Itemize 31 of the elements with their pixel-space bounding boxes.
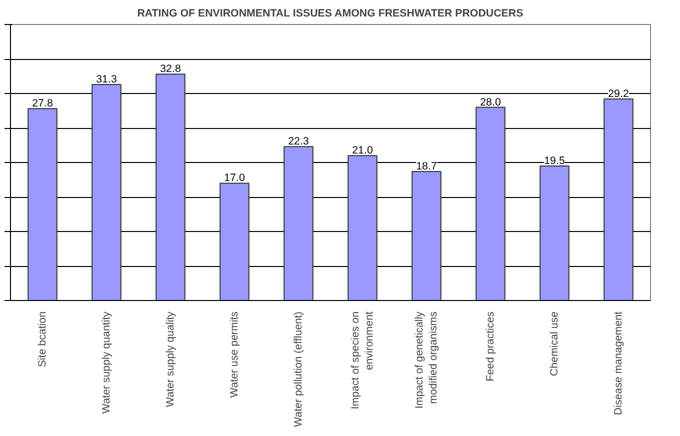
data-label: 17.0	[224, 172, 245, 184]
x-tick-label: Water supply quality	[164, 310, 176, 408]
bar	[348, 155, 378, 300]
chart-title: RATING OF ENVIRONMENTAL ISSUES AMONG FRESHWATER PRODUCERS	[137, 8, 524, 20]
bar	[476, 106, 506, 300]
data-label: 28.0	[480, 96, 501, 108]
x-tick-label: Water supply quantity	[100, 310, 112, 414]
x-tick-label: Site bcation	[36, 311, 48, 368]
bar	[412, 170, 442, 300]
data-label: 29.2	[608, 88, 629, 100]
data-label: 27.8	[32, 98, 53, 110]
x-tick-label: Impact of genetically modified organisms	[413, 310, 440, 409]
data-label: 22.3	[288, 136, 309, 148]
bar	[156, 74, 186, 300]
bar	[284, 146, 314, 300]
bar	[92, 84, 122, 300]
x-tick-label: Disease management	[612, 311, 624, 416]
x-tick-label: Impact of species on environment	[349, 311, 376, 410]
data-label: 32.8	[160, 63, 181, 76]
x-tick-label: Water use permits	[228, 312, 240, 398]
bar	[28, 108, 58, 300]
data-label: 21.0	[352, 144, 373, 157]
data-label: 18.7	[416, 160, 437, 172]
x-tick-label: Feed practices	[484, 312, 496, 382]
bar	[220, 182, 250, 300]
x-tick-label: Chemical use	[548, 311, 560, 376]
bar	[604, 98, 634, 300]
x-tick-label: Water pollution (effluent)	[292, 311, 304, 427]
data-label: 19.5	[544, 154, 565, 167]
data-label: 31.3	[96, 74, 117, 86]
bar	[540, 165, 570, 300]
